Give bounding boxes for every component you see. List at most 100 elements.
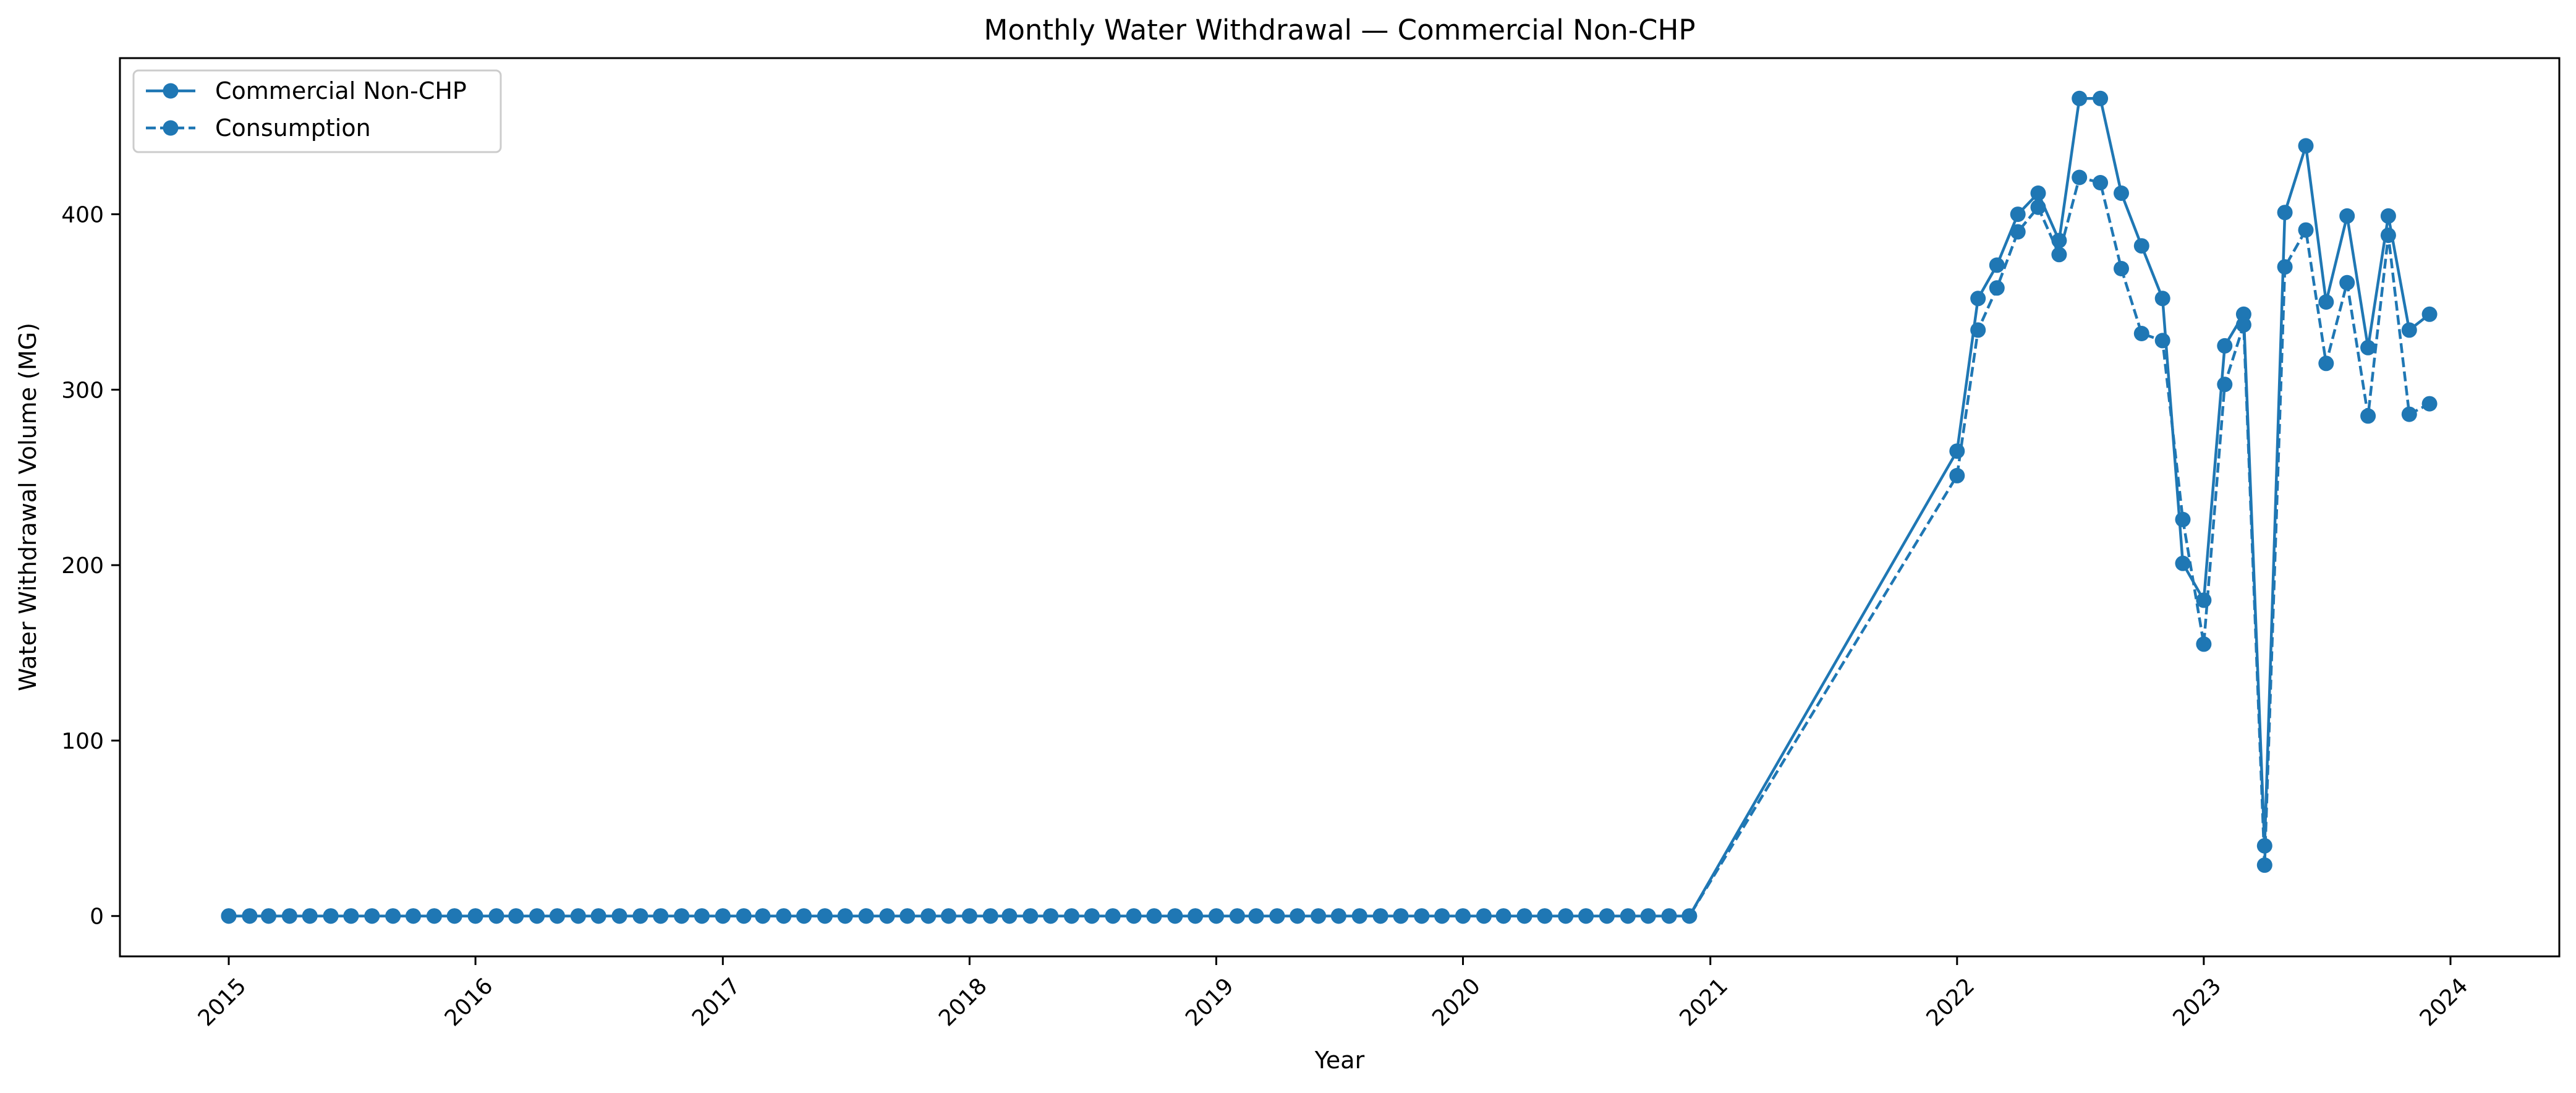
series-2-point xyxy=(632,908,648,924)
series-1-point xyxy=(2196,592,2212,608)
y-axis: 0 100 200 300 400 xyxy=(61,203,120,930)
series-2-point xyxy=(242,908,258,924)
series-1-point xyxy=(2360,339,2376,355)
series-2-point xyxy=(1043,908,1059,924)
series-2-point xyxy=(488,908,504,924)
series-2-point xyxy=(1599,908,1615,924)
series-1-point xyxy=(2339,208,2355,224)
series-2-point xyxy=(2339,274,2355,291)
y-tick-label: 100 xyxy=(61,729,104,754)
series-2-point xyxy=(549,908,565,924)
series-2-point xyxy=(1269,908,1285,924)
series-2-point xyxy=(1434,908,1450,924)
series-2-point xyxy=(2421,396,2438,412)
series-2-point xyxy=(1311,908,1327,924)
series-2-point xyxy=(2010,224,2026,240)
series-2-point xyxy=(1537,908,1553,924)
series-1-point xyxy=(2380,208,2396,224)
series-1-point xyxy=(2277,205,2293,221)
series-1-point xyxy=(2235,306,2251,322)
y-tick-label: 0 xyxy=(90,904,104,930)
series-2-point xyxy=(611,908,627,924)
series-2-point xyxy=(1393,908,1409,924)
series-2-point xyxy=(590,908,606,924)
series-2-point xyxy=(1558,908,1574,924)
series-2-point xyxy=(364,908,380,924)
series-1-point xyxy=(2154,291,2170,307)
series-2-point xyxy=(1620,908,1636,924)
series-2-point xyxy=(2175,511,2191,527)
series-1-point xyxy=(1949,443,1965,459)
axes-frame xyxy=(119,57,2561,958)
series-2-point xyxy=(281,908,297,924)
series-1-point xyxy=(2318,294,2334,310)
x-axis-label: Year xyxy=(1314,1047,1365,1074)
series-1-point xyxy=(2051,232,2067,249)
series-2-point xyxy=(941,908,956,924)
series-2-point xyxy=(982,908,998,924)
series-2-point xyxy=(1126,908,1142,924)
plot-area xyxy=(221,90,2438,924)
series-2-point xyxy=(385,908,401,924)
series-1-point xyxy=(2093,90,2109,106)
series-2-point xyxy=(343,908,359,924)
series-2-point xyxy=(2380,228,2396,244)
y-tick-label: 300 xyxy=(61,378,104,403)
series-2-point xyxy=(261,908,276,924)
series-2-point xyxy=(796,908,812,924)
series-2-point xyxy=(2401,406,2417,422)
series-2-point xyxy=(694,908,710,924)
series-1-point xyxy=(1970,291,1986,307)
series-2-point xyxy=(1949,467,1965,483)
series-2-point xyxy=(2256,857,2272,873)
series-1-point xyxy=(2298,138,2314,154)
series-2-point xyxy=(1188,908,1204,924)
series-2-point xyxy=(1476,908,1492,924)
series-2-point xyxy=(1578,908,1594,924)
series-2-point xyxy=(446,908,462,924)
series-1-point xyxy=(2133,238,2149,254)
series-2-point xyxy=(221,908,237,924)
series-2-point xyxy=(467,908,483,924)
series-1-point xyxy=(1989,257,2005,273)
series-2-point xyxy=(1064,908,1079,924)
series-2-point xyxy=(1495,908,1511,924)
series-2-point xyxy=(1970,322,1986,338)
series-2-point xyxy=(2093,175,2109,190)
series-2-point xyxy=(674,908,690,924)
series-2-point xyxy=(2154,333,2170,349)
series-2-point xyxy=(1661,908,1677,924)
series-2-point xyxy=(2196,636,2212,652)
series-1-point xyxy=(2175,555,2191,571)
series-1-point xyxy=(2421,306,2438,322)
series-2-point xyxy=(2051,247,2067,263)
series-2-point xyxy=(2360,408,2376,424)
series-2-point xyxy=(529,908,545,924)
series-2-point xyxy=(2133,326,2149,341)
y-tick-label: 200 xyxy=(61,553,104,579)
legend-label-series-1: Commercial Non-CHP xyxy=(215,77,467,104)
series-1-point xyxy=(2114,185,2129,201)
series-2-point xyxy=(2235,317,2251,333)
series-2-point xyxy=(1209,908,1224,924)
series-2-point xyxy=(1989,280,2005,296)
legend-marker-series-2 xyxy=(163,120,179,136)
series-2-point xyxy=(1414,908,1430,924)
series-2-point xyxy=(899,908,916,924)
series-2-point xyxy=(570,908,586,924)
legend-marker-series-1 xyxy=(163,83,179,99)
series-2-point xyxy=(1167,908,1183,924)
series-1-point xyxy=(2030,185,2046,201)
series-2-point xyxy=(653,908,669,924)
series-2-point xyxy=(920,908,937,924)
series-2-point xyxy=(2217,376,2233,393)
series-2-point xyxy=(2298,222,2314,238)
series-2-point xyxy=(2072,169,2088,185)
series-2-point xyxy=(1372,908,1388,924)
series-2-point xyxy=(961,908,977,924)
series-2-point xyxy=(817,908,833,924)
series-2-point xyxy=(508,908,524,924)
series-1-point xyxy=(2010,206,2026,223)
series-2-point xyxy=(2114,261,2129,276)
